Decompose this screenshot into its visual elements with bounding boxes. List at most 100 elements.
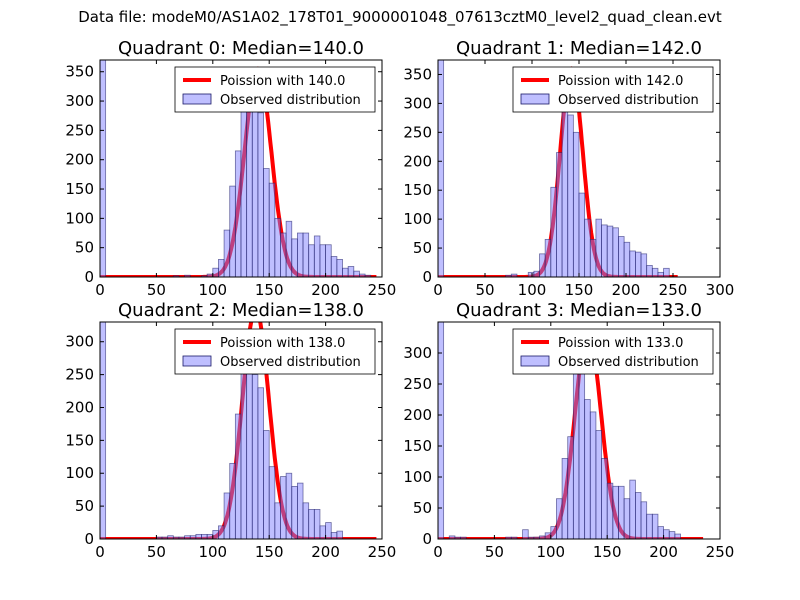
y-tick-label: 50 — [413, 239, 432, 257]
histogram-bar — [522, 529, 529, 539]
histogram-bar — [223, 492, 231, 539]
histogram-bar — [674, 533, 681, 539]
legend: Poission with 140.0 Observed distribution — [174, 66, 376, 113]
histogram-bar — [544, 532, 552, 539]
y-tick-label: 150 — [403, 437, 432, 455]
legend-curve-label: Poission with 140.0 — [220, 74, 345, 89]
plot-area — [438, 60, 678, 277]
histogram-bar — [234, 413, 242, 539]
axes-frame — [437, 321, 721, 540]
histogram-bar — [302, 502, 310, 539]
histogram-bar — [612, 227, 619, 277]
y-tick-label: 200 — [403, 406, 432, 424]
subplot-title: Quadrant 0: Median=140.0 — [118, 38, 364, 59]
histogram-bar — [550, 186, 557, 277]
histogram-bar — [274, 217, 281, 277]
histogram-bar — [330, 532, 338, 539]
histogram-bar — [556, 152, 563, 277]
x-tick-label: 200 — [649, 543, 678, 561]
x-tick-label: 250 — [368, 543, 397, 561]
y-tick-label: 100 — [403, 210, 432, 228]
histogram-bar — [601, 224, 608, 277]
histogram-bar — [206, 533, 214, 539]
x-tick-label: 200 — [612, 281, 641, 299]
y-tick-label: 300 — [65, 333, 94, 351]
histogram-bar — [291, 238, 298, 277]
histogram-bar — [657, 526, 665, 539]
histogram-bar — [578, 346, 586, 539]
histogram-bar — [268, 182, 276, 277]
histogram-bar — [635, 492, 642, 539]
histogram-bar — [280, 232, 287, 277]
histogram-bar — [663, 267, 670, 277]
histogram-bar — [572, 352, 580, 539]
histogram-bar — [657, 271, 665, 277]
histogram-bar — [606, 225, 614, 277]
y-tick-label: 100 — [65, 209, 94, 227]
histogram-bar — [353, 270, 360, 277]
legend-box — [512, 328, 714, 375]
histogram-bar — [291, 485, 298, 539]
legend-curve-label: Poission with 142.0 — [558, 74, 683, 89]
y-tick-label: 0 — [84, 530, 94, 548]
histogram-bar — [595, 218, 602, 277]
x-tick-label: 250 — [659, 281, 688, 299]
histogram-bar — [268, 466, 276, 539]
y-tick-label: 250 — [65, 121, 94, 139]
y-tick-label: 150 — [65, 431, 94, 449]
histogram-bar — [438, 322, 445, 539]
x-tick-label: 50 — [475, 281, 494, 299]
histogram-bar — [336, 259, 343, 277]
histogram-bar — [651, 513, 659, 539]
plot-area — [100, 322, 377, 539]
y-tick-label: 200 — [65, 398, 94, 416]
histogram-bar — [218, 259, 225, 277]
histogram-bar — [606, 482, 614, 539]
histogram-bar — [100, 322, 107, 539]
histogram-bar — [651, 267, 659, 277]
histogram-bar — [539, 253, 546, 277]
histogram-bar — [319, 244, 326, 277]
subplot-title: Quadrant 1: Median=142.0 — [456, 38, 702, 59]
legend-curve-label: Poission with 138.0 — [220, 336, 345, 351]
x-tick-label: 50 — [147, 281, 166, 299]
y-tick-label: 300 — [403, 344, 432, 362]
y-tick-label: 50 — [75, 497, 94, 515]
legend-bar-swatch — [182, 93, 212, 105]
x-tick-label: 100 — [518, 281, 547, 299]
histogram-bar — [646, 265, 653, 277]
histogram-bar — [212, 267, 219, 277]
y-tick-label: 150 — [403, 181, 432, 199]
x-tick-label: 150 — [255, 543, 284, 561]
y-tick-label: 150 — [65, 180, 94, 198]
histogram-bar — [280, 476, 287, 539]
histogram-bar — [229, 462, 236, 539]
y-tick-label: 0 — [422, 268, 432, 286]
legend-bar-label: Observed distribution — [558, 355, 699, 370]
histogram-bar — [623, 241, 631, 277]
histogram-bar — [640, 253, 648, 277]
histogram-bar — [330, 256, 338, 277]
legend-curve-label: Poission with 133.0 — [558, 336, 683, 351]
histogram-bar — [567, 436, 574, 539]
histogram-bar — [319, 525, 326, 539]
histogram-bar — [556, 498, 563, 539]
histogram-bar — [223, 229, 231, 277]
histogram-bar — [589, 411, 597, 539]
subplot-quadrant-3: 0 50 100 150 200 250 0 50 100 150 200 250 300 Quadran… — [403, 300, 734, 561]
histogram-bar — [646, 513, 653, 539]
x-tick-label: 0 — [95, 281, 105, 299]
histogram-bar — [257, 112, 264, 277]
x-tick-label: 200 — [311, 281, 340, 299]
histogram-bar — [308, 509, 315, 539]
histogram-bar — [612, 485, 619, 539]
histogram-bar — [347, 266, 355, 277]
histogram-bar — [572, 131, 580, 277]
x-tick-label: 250 — [706, 543, 735, 561]
legend-bar-swatch — [520, 93, 550, 105]
histogram-bar — [567, 114, 574, 277]
histogram-bar — [460, 536, 467, 539]
histogram-bar — [296, 482, 304, 539]
histogram-bar — [195, 533, 202, 539]
